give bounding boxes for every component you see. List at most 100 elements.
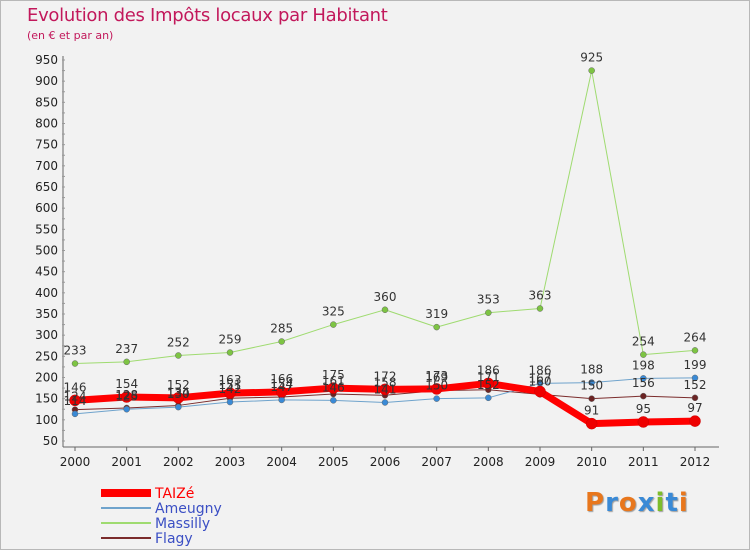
proxiti-logo: Proxiti bbox=[585, 488, 689, 518]
chart-title: Evolution des Impôts locaux par Habitant bbox=[27, 5, 388, 26]
logo-letter: P bbox=[585, 488, 606, 518]
data-point-flagy bbox=[588, 395, 595, 402]
y-tick-label: 700 bbox=[35, 159, 58, 173]
data-label-taizé: 91 bbox=[584, 404, 599, 418]
data-point-ameugny bbox=[691, 374, 699, 382]
data-label-flagy: 160 bbox=[529, 374, 552, 388]
data-label-ameugny: 186 bbox=[529, 363, 552, 377]
y-tick-label: 600 bbox=[35, 201, 58, 215]
data-label-flagy: 156 bbox=[632, 376, 655, 390]
data-label-ameugny: 152 bbox=[477, 378, 500, 392]
data-point-massilly bbox=[485, 309, 492, 316]
data-point-ameugny bbox=[485, 394, 492, 402]
data-label-massilly: 319 bbox=[425, 307, 448, 321]
data-label-flagy: 152 bbox=[684, 378, 707, 392]
data-label-massilly: 233 bbox=[64, 344, 87, 358]
data-label-ameugny: 198 bbox=[632, 358, 655, 372]
data-label-massilly: 925 bbox=[580, 51, 603, 65]
data-label-taizé: 163 bbox=[219, 373, 242, 387]
data-label-taizé: 167 bbox=[529, 371, 552, 385]
y-tick-label: 750 bbox=[35, 138, 58, 152]
data-point-flagy bbox=[691, 394, 699, 402]
data-point-taizé bbox=[482, 377, 495, 390]
data-point-ameugny bbox=[640, 375, 647, 382]
data-point-ameugny bbox=[123, 406, 130, 413]
x-tick-label: 2000 bbox=[60, 455, 91, 469]
y-tick-label: 900 bbox=[35, 74, 58, 88]
legend-label-massilly: Massilly bbox=[155, 516, 210, 532]
data-label-massilly: 254 bbox=[632, 335, 655, 349]
data-point-massilly bbox=[381, 306, 389, 314]
data-point-ameugny bbox=[330, 397, 337, 404]
data-point-flagy bbox=[640, 392, 647, 400]
logo-letter: t bbox=[665, 488, 679, 518]
data-label-ameugny: 188 bbox=[580, 363, 603, 377]
data-label-flagy: 151 bbox=[219, 378, 242, 392]
series-line-massilly bbox=[74, 70, 696, 365]
data-point-taizé bbox=[585, 417, 598, 430]
data-point-taizé bbox=[689, 415, 701, 427]
data-label-massilly: 325 bbox=[322, 305, 345, 319]
data-point-ameugny bbox=[588, 379, 595, 386]
logo-letter: i bbox=[655, 488, 666, 518]
data-label-taizé: 154 bbox=[115, 377, 138, 391]
chart-subtitle: (en € et par an) bbox=[27, 29, 114, 42]
data-point-massilly bbox=[588, 67, 595, 74]
y-tick-label: 50 bbox=[43, 434, 58, 448]
legend-label-ameugny: Ameugny bbox=[155, 501, 222, 517]
y-tick-label: 850 bbox=[35, 95, 58, 109]
data-point-massilly bbox=[640, 351, 647, 358]
data-label-taizé: 146 bbox=[64, 380, 87, 394]
data-point-taizé bbox=[275, 386, 288, 398]
data-point-ameugny bbox=[278, 396, 285, 404]
data-point-taizé bbox=[69, 394, 81, 407]
x-tick-label: 2005 bbox=[318, 455, 349, 469]
data-label-ameugny: 114 bbox=[64, 394, 87, 408]
data-label-taizé: 152 bbox=[167, 378, 190, 392]
x-tick-label: 2002 bbox=[163, 455, 194, 469]
data-point-massilly bbox=[433, 323, 440, 331]
x-tick-label: 2011 bbox=[628, 455, 659, 469]
y-tick-label: 500 bbox=[35, 244, 58, 258]
x-tick-label: 2012 bbox=[680, 455, 711, 469]
legend-label-taizé: TAIZé bbox=[154, 486, 194, 502]
data-point-massilly bbox=[71, 360, 79, 367]
data-label-taizé: 172 bbox=[374, 369, 397, 383]
data-label-ameugny: 147 bbox=[270, 380, 293, 394]
y-tick-label: 950 bbox=[35, 53, 58, 67]
data-point-massilly bbox=[123, 358, 130, 366]
x-tick-label: 2006 bbox=[370, 455, 401, 469]
data-label-flagy: 150 bbox=[580, 379, 603, 393]
data-label-taizé: 166 bbox=[270, 372, 293, 386]
data-point-massilly bbox=[330, 321, 337, 328]
data-point-taizé bbox=[637, 416, 650, 428]
logo-letter: x bbox=[637, 488, 656, 518]
data-label-ameugny: 130 bbox=[167, 387, 190, 401]
data-point-ameugny bbox=[71, 410, 79, 418]
data-point-taizé bbox=[379, 383, 391, 396]
logo-letter: i bbox=[678, 488, 689, 518]
x-tick-label: 2008 bbox=[473, 455, 504, 469]
data-label-ameugny: 125 bbox=[115, 389, 138, 403]
data-label-flagy: 169 bbox=[425, 371, 448, 385]
y-tick-label: 300 bbox=[35, 328, 58, 342]
y-tick-label: 400 bbox=[35, 286, 58, 300]
data-label-flagy: 154 bbox=[270, 377, 293, 391]
data-point-ameugny bbox=[381, 399, 389, 406]
data-point-taizé bbox=[534, 385, 546, 398]
y-tick-label: 100 bbox=[35, 413, 58, 427]
data-point-ameugny bbox=[175, 403, 182, 411]
data-label-ameugny: 141 bbox=[374, 382, 397, 396]
data-label-ameugny: 150 bbox=[425, 379, 448, 393]
data-point-ameugny bbox=[226, 398, 234, 406]
data-label-massilly: 360 bbox=[374, 290, 397, 304]
data-label-ameugny: 199 bbox=[684, 358, 707, 372]
data-label-taizé: 97 bbox=[687, 401, 702, 415]
data-label-massilly: 259 bbox=[219, 333, 242, 347]
data-label-massilly: 363 bbox=[529, 288, 552, 302]
logo-letter: o bbox=[618, 488, 638, 518]
data-label-massilly: 353 bbox=[477, 293, 500, 307]
x-tick-label: 2004 bbox=[266, 455, 297, 469]
